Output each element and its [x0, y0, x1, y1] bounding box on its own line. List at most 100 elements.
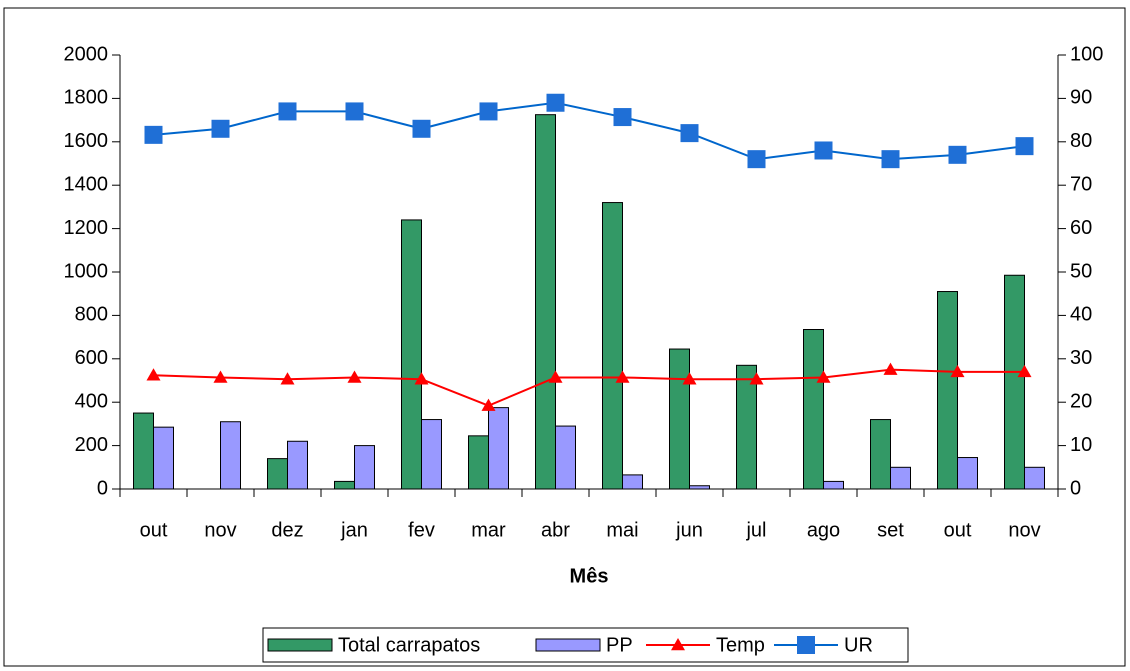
y-tick-label: 1800: [64, 87, 109, 109]
x-tick-label: abr: [541, 519, 570, 541]
marker: [213, 370, 228, 383]
y-tick-label: 1400: [64, 173, 109, 195]
marker: [883, 362, 898, 375]
x-tick-label: set: [877, 519, 904, 541]
y2-tick-label: 90: [1070, 87, 1092, 109]
x-tick-label: out: [140, 519, 168, 541]
x-tick-label: dez: [271, 519, 303, 541]
y-tick-label: 0: [97, 477, 108, 499]
marker: [144, 125, 163, 144]
marker: [345, 102, 364, 121]
marker: [481, 398, 496, 411]
marker: [615, 370, 630, 383]
x-tick-label: ago: [807, 519, 840, 541]
marker: [881, 150, 900, 169]
bar: [803, 329, 824, 490]
legend-swatch: [267, 638, 333, 652]
marker: [412, 119, 431, 138]
marker: [671, 638, 685, 651]
y2-tick-label: 40: [1070, 304, 1092, 326]
bar: [890, 466, 911, 490]
bar: [823, 480, 844, 490]
bar: [1004, 274, 1025, 490]
bar: [468, 435, 489, 490]
bar: [535, 114, 556, 490]
x-tick-label: mar: [471, 519, 506, 541]
x-tick-label: nov: [1008, 519, 1040, 541]
marker: [146, 368, 161, 381]
marker: [749, 372, 764, 385]
marker: [1017, 364, 1032, 378]
marker: [347, 370, 362, 383]
bar: [287, 440, 308, 490]
x-tick-label: fev: [408, 519, 435, 541]
x-tick-label: jul: [745, 519, 766, 541]
line: [153, 368, 1025, 407]
bar: [555, 425, 576, 490]
marker: [1015, 137, 1034, 156]
bar: [736, 364, 757, 490]
legend-label: Temp: [716, 634, 765, 656]
bar: [401, 219, 422, 490]
marker: [211, 119, 230, 138]
bar: [220, 421, 241, 490]
y-tick-label: 2000: [64, 43, 109, 65]
marker: [546, 93, 565, 112]
legend-label: PP: [606, 634, 633, 656]
x-tick-label: mai: [606, 519, 638, 541]
y2-tick-label: 30: [1070, 347, 1092, 369]
y2-tick-label: 100: [1070, 43, 1103, 65]
legend-label: UR: [844, 634, 873, 656]
y-tick-label: 200: [75, 434, 108, 456]
x-tick-label: jan: [340, 519, 368, 541]
marker: [680, 124, 699, 143]
y2-tick-label: 20: [1070, 390, 1092, 412]
y-tick-label: 1200: [64, 217, 109, 239]
y-tick-label: 600: [75, 347, 108, 369]
y2-tick-label: 80: [1070, 130, 1092, 152]
bar: [602, 202, 623, 490]
y2-tick-label: 0: [1070, 477, 1081, 499]
line: [153, 101, 1025, 161]
y-tick-label: 1000: [64, 260, 109, 282]
bar: [870, 419, 891, 490]
y2-tick-label: 50: [1070, 260, 1092, 282]
bar: [133, 412, 154, 490]
y-tick-label: 400: [75, 390, 108, 412]
marker: [613, 108, 632, 127]
y2-tick-label: 60: [1070, 217, 1092, 239]
bar: [153, 426, 174, 490]
legend-label: Total carrapatos: [338, 634, 480, 656]
bar: [267, 458, 288, 490]
marker: [816, 370, 831, 383]
marker: [548, 370, 563, 383]
marker: [747, 150, 766, 169]
y2-tick-label: 70: [1070, 173, 1092, 195]
marker: [682, 372, 697, 385]
bar: [689, 485, 710, 490]
x-tick-label: out: [944, 519, 972, 541]
y-tick-label: 800: [75, 304, 108, 326]
bar: [669, 348, 690, 490]
bar: [957, 457, 978, 490]
x-axis-label: Mês: [570, 565, 609, 587]
x-tick-label: jun: [675, 519, 703, 541]
bar: [937, 291, 958, 490]
marker: [479, 102, 498, 121]
legend-swatch: [535, 638, 601, 652]
bar: [488, 407, 509, 490]
marker: [797, 636, 815, 654]
y2-tick-label: 10: [1070, 434, 1092, 456]
bar: [354, 445, 375, 490]
bar: [1024, 466, 1045, 490]
marker: [814, 141, 833, 160]
marker: [950, 364, 965, 378]
bar: [421, 419, 442, 490]
marker: [278, 102, 297, 121]
x-tick-label: nov: [204, 519, 236, 541]
bar: [334, 480, 355, 490]
y-tick-label: 1600: [64, 130, 109, 152]
marker: [280, 372, 295, 385]
bar: [622, 474, 643, 490]
